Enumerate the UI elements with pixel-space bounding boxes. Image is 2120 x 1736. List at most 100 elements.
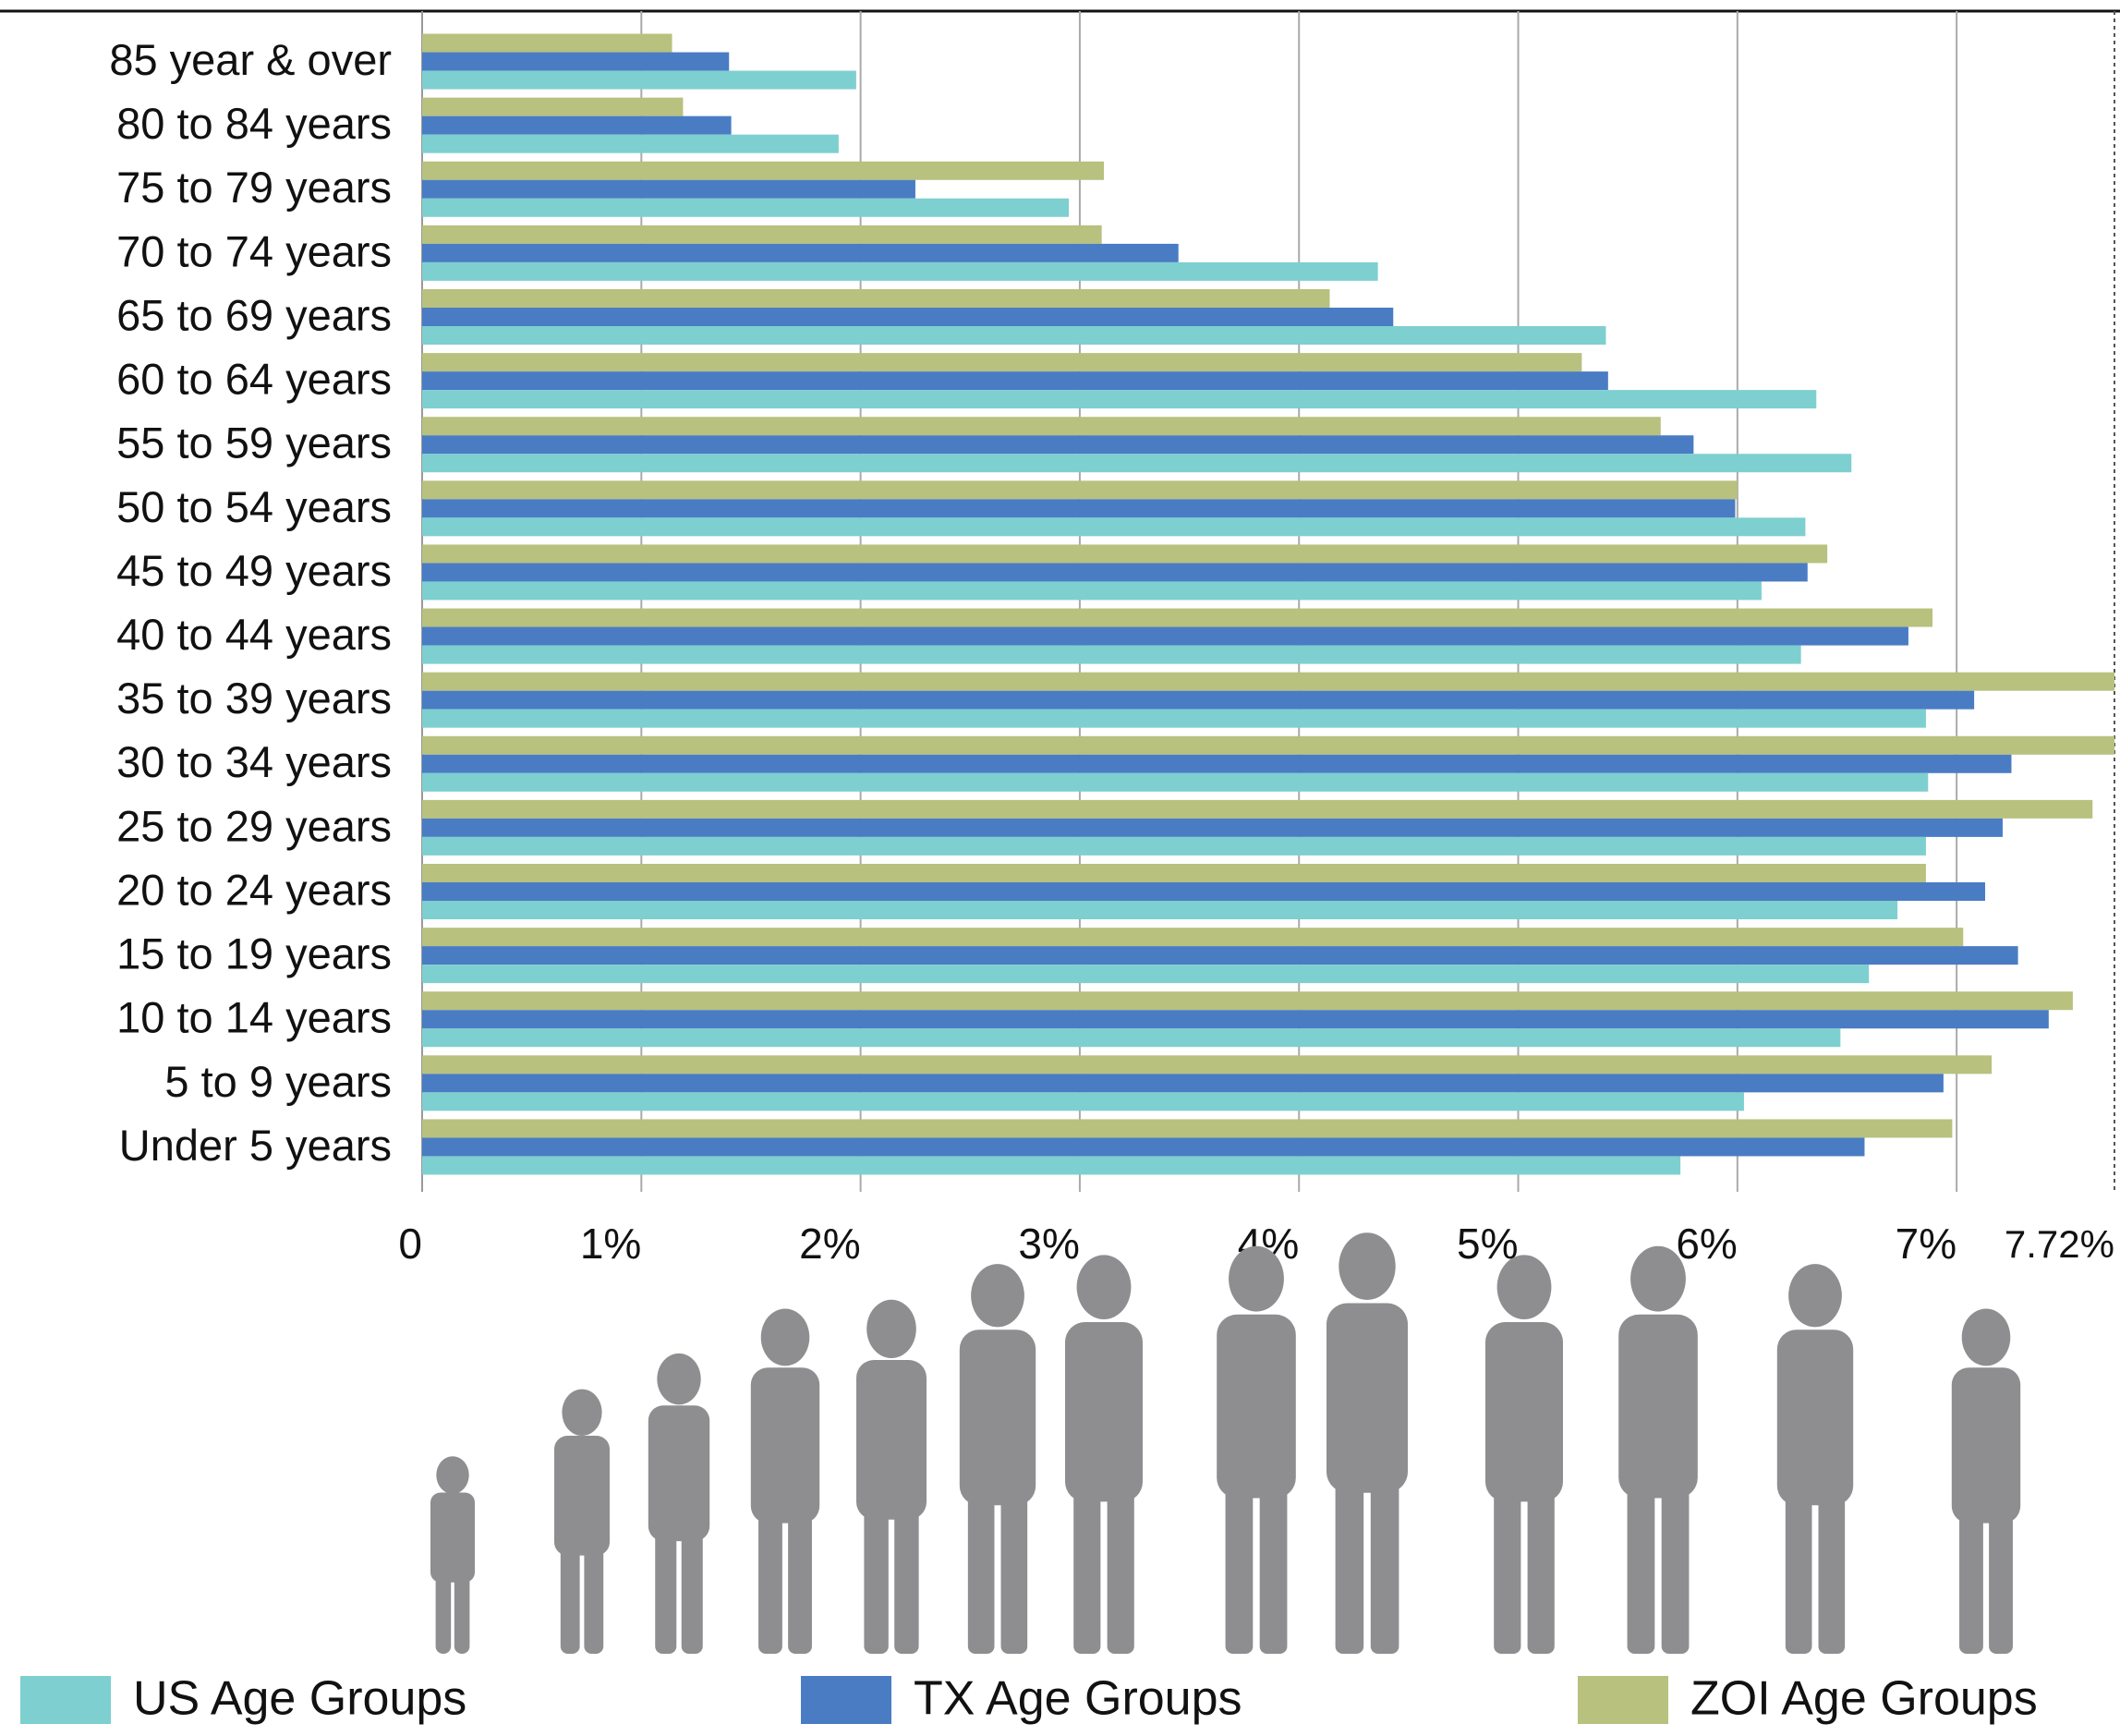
bar (422, 626, 1908, 646)
bar (422, 97, 684, 116)
bar (422, 326, 1606, 345)
bar (422, 308, 1394, 326)
bar (422, 799, 2093, 819)
bar (422, 672, 2114, 691)
bar (422, 581, 1762, 601)
silhouette-head (1076, 1255, 1132, 1319)
bar (422, 645, 1801, 664)
silhouette-leg (454, 1554, 470, 1654)
bar (422, 390, 1817, 409)
silhouette-leg (584, 1521, 604, 1654)
bar (422, 417, 1661, 436)
bar (422, 1156, 1681, 1175)
bar (422, 198, 1070, 217)
silhouette-head (971, 1264, 1024, 1328)
bar (422, 754, 2012, 773)
bar (422, 1137, 1865, 1157)
silhouette-leg (1627, 1450, 1655, 1654)
silhouette-leg (1959, 1480, 1983, 1654)
bar (422, 735, 2114, 755)
y-tick-label: 20 to 24 years (116, 865, 392, 914)
bar (422, 33, 672, 53)
bar (422, 161, 1105, 180)
silhouette-leg (758, 1480, 782, 1654)
y-tick-label: 25 to 29 years (116, 801, 392, 850)
bar (422, 1028, 1841, 1048)
y-tick-label: 15 to 19 years (116, 929, 392, 978)
silhouettes (430, 1232, 2021, 1654)
y-tick-label: 10 to 14 years (116, 993, 392, 1042)
silhouette-head (657, 1353, 701, 1405)
bar (422, 563, 1808, 582)
y-tick-label: 85 year & over (109, 35, 392, 84)
bar (422, 818, 2003, 837)
x-tick-label: 2% (799, 1220, 860, 1268)
bar (422, 371, 1608, 391)
silhouette-leg (1073, 1454, 1101, 1654)
silhouette-leg (1661, 1450, 1690, 1654)
bar (422, 243, 1179, 262)
silhouette-leg (655, 1502, 677, 1654)
silhouette-leg (1527, 1454, 1555, 1654)
silhouette-head (1788, 1264, 1842, 1328)
bar (422, 965, 1870, 984)
x-tick-label: 7.72% (2005, 1222, 2114, 1266)
x-tick-label: 6% (1676, 1220, 1737, 1268)
bar (422, 946, 2018, 965)
legend-swatch (1578, 1676, 1668, 1724)
silhouette-head (1339, 1232, 1396, 1300)
bar (422, 179, 915, 199)
silhouette-leg (1989, 1480, 2013, 1654)
silhouette-head (1961, 1308, 2011, 1366)
bar (422, 690, 1975, 710)
x-tick-label: 1% (580, 1220, 641, 1268)
y-tick-label: 75 to 79 years (116, 163, 392, 212)
bar (422, 882, 1985, 901)
bar (422, 928, 1964, 947)
silhouette-leg (1000, 1458, 1028, 1654)
bar (422, 608, 1933, 627)
legend-label: ZOI Age Groups (1690, 1672, 2038, 1726)
silhouette-leg (1818, 1458, 1846, 1654)
silhouette-head (1229, 1245, 1284, 1312)
silhouette-head (760, 1308, 810, 1366)
silhouette-head (1630, 1245, 1686, 1312)
silhouette-head (436, 1456, 469, 1494)
legend-swatch (20, 1676, 111, 1724)
silhouette-leg (1785, 1458, 1812, 1654)
y-tick-label: 60 to 64 years (116, 355, 392, 404)
silhouette-leg (560, 1521, 580, 1654)
x-tick-label: 0 (398, 1220, 422, 1268)
bar (422, 454, 1852, 473)
silhouette-leg (788, 1480, 812, 1654)
bar (422, 901, 1898, 919)
y-tick-label: Under 5 years (119, 1121, 392, 1170)
silhouette-head (562, 1389, 602, 1437)
bar (422, 1055, 1993, 1074)
bar (422, 52, 730, 71)
silhouette-leg (1370, 1443, 1399, 1654)
legend-label: TX Age Groups (914, 1672, 1242, 1726)
silhouette-head (866, 1299, 916, 1358)
y-tick-label: 55 to 59 years (116, 419, 392, 467)
silhouette-leg (864, 1476, 889, 1654)
bar (422, 435, 1694, 455)
y-tick-label: 5 to 9 years (164, 1057, 392, 1106)
bar (422, 134, 839, 153)
legend-label: US Age Groups (133, 1672, 466, 1726)
bar (422, 864, 1926, 882)
silhouette-leg (681, 1502, 703, 1654)
x-tick-label: 3% (1018, 1220, 1079, 1268)
bar (422, 991, 2073, 1011)
y-tick-label: 40 to 44 years (116, 610, 392, 659)
bar (422, 499, 1736, 518)
y-tick-label: 50 to 54 years (116, 482, 392, 531)
y-tick-label: 80 to 84 years (116, 99, 392, 148)
silhouette-leg (894, 1476, 919, 1654)
bar (422, 1092, 1744, 1111)
bar (422, 772, 1929, 792)
bar (422, 480, 1738, 500)
silhouette-leg (1494, 1454, 1521, 1654)
y-tick-label: 35 to 39 years (116, 674, 392, 722)
bar (422, 115, 732, 135)
